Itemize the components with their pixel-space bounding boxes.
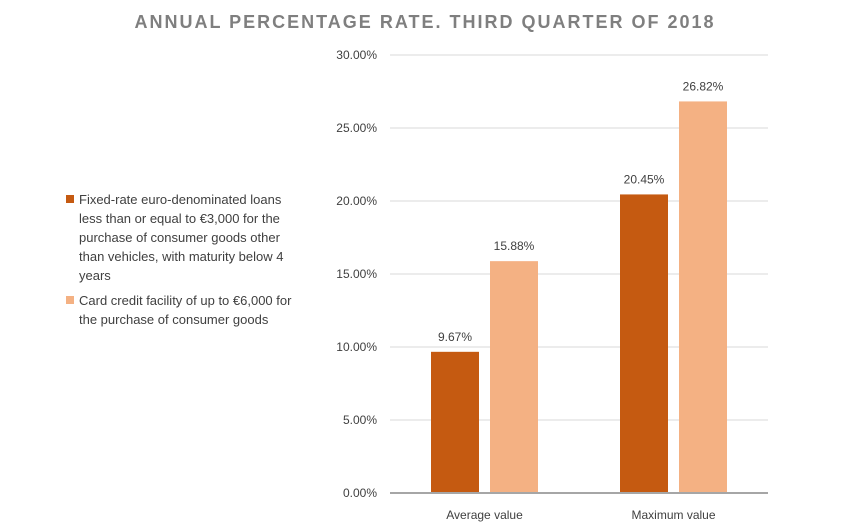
data-label: 20.45% — [624, 172, 665, 186]
y-tick-label: 0.00% — [343, 486, 377, 500]
legend-item-fixed-rate-loans: Fixed-rate euro-denominated loans less t… — [66, 190, 306, 285]
bar — [490, 261, 538, 493]
y-tick-label: 25.00% — [336, 121, 377, 135]
bar — [620, 194, 668, 493]
bar — [679, 101, 727, 493]
x-tick-label: Maximum value — [631, 508, 715, 522]
y-tick-label: 30.00% — [336, 48, 377, 62]
bar — [431, 351, 479, 493]
data-label: 15.88% — [494, 239, 535, 253]
legend-label-card-credit: Card credit facility of up to €6,000 for… — [79, 293, 292, 327]
legend-label-fixed-rate-loans: Fixed-rate euro-denominated loans less t… — [79, 192, 284, 283]
x-tick-label: Average value — [446, 508, 523, 522]
legend-item-card-credit: Card credit facility of up to €6,000 for… — [66, 291, 306, 329]
y-tick-label: 20.00% — [336, 194, 377, 208]
legend: Fixed-rate euro-denominated loans less t… — [66, 190, 306, 335]
legend-swatch-fixed-rate-loans — [66, 195, 74, 203]
y-tick-label: 15.00% — [336, 267, 377, 281]
legend-swatch-card-credit — [66, 296, 74, 304]
data-label: 26.82% — [683, 79, 724, 93]
y-tick-label: 5.00% — [343, 413, 377, 427]
chart-title: ANNUAL PERCENTAGE RATE. THIRD QUARTER OF… — [134, 12, 716, 32]
data-label: 9.67% — [438, 330, 472, 344]
y-tick-label: 10.00% — [336, 340, 377, 354]
